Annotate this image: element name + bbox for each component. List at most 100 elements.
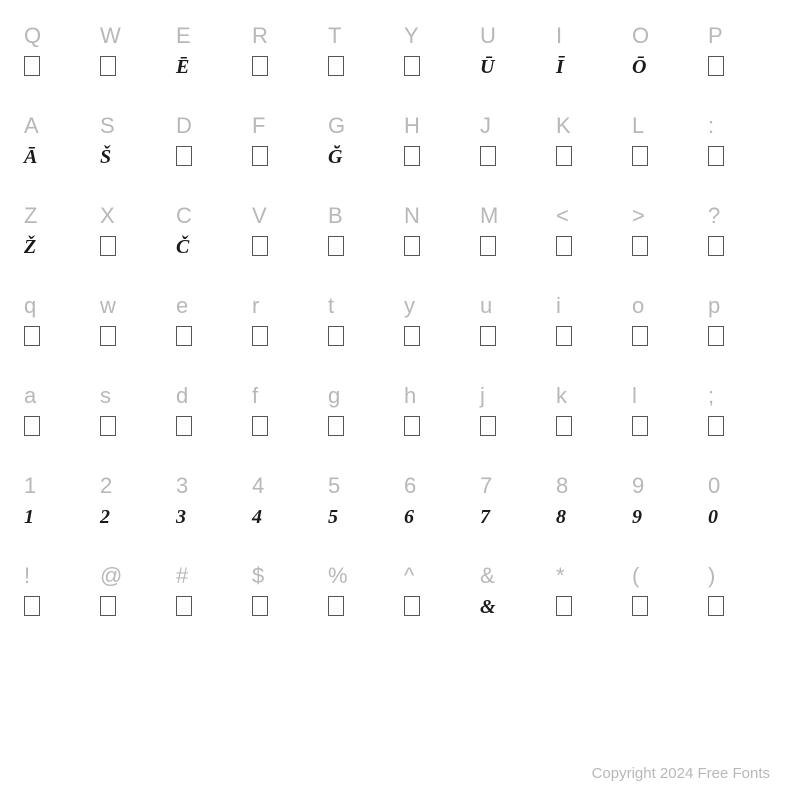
char-cell: OŌ bbox=[628, 20, 704, 110]
key-label: u bbox=[480, 290, 492, 322]
key-label: Q bbox=[24, 20, 41, 52]
key-label: K bbox=[556, 110, 571, 142]
missing-glyph-box bbox=[252, 326, 268, 346]
char-cell: f bbox=[248, 380, 324, 470]
char-cell: N bbox=[400, 200, 476, 290]
char-cell: 77 bbox=[476, 470, 552, 560]
key-label: W bbox=[100, 20, 121, 52]
key-label: ! bbox=[24, 560, 30, 592]
char-cell: @ bbox=[96, 560, 172, 650]
key-label: f bbox=[252, 380, 258, 412]
missing-glyph-box bbox=[708, 146, 724, 166]
char-cell: g bbox=[324, 380, 400, 470]
key-label: < bbox=[556, 200, 569, 232]
char-cell: i bbox=[552, 290, 628, 380]
key-label: @ bbox=[100, 560, 122, 592]
char-cell: j bbox=[476, 380, 552, 470]
key-label: a bbox=[24, 380, 36, 412]
char-cell: D bbox=[172, 110, 248, 200]
missing-glyph-box bbox=[632, 236, 648, 256]
key-label: B bbox=[328, 200, 343, 232]
char-cell: V bbox=[248, 200, 324, 290]
char-cell: s bbox=[96, 380, 172, 470]
char-cell: X bbox=[96, 200, 172, 290]
char-cell: P bbox=[704, 20, 780, 110]
key-label: R bbox=[252, 20, 268, 52]
char-cell: Q bbox=[20, 20, 96, 110]
char-cell: 88 bbox=[552, 470, 628, 560]
key-label: X bbox=[100, 200, 115, 232]
glyph-sample: 1 bbox=[24, 502, 34, 532]
glyph-sample: 5 bbox=[328, 502, 338, 532]
char-cell: EĒ bbox=[172, 20, 248, 110]
char-cell: W bbox=[96, 20, 172, 110]
key-label: q bbox=[24, 290, 36, 322]
char-cell: SŠ bbox=[96, 110, 172, 200]
char-cell: 22 bbox=[96, 470, 172, 560]
glyph-sample: Š bbox=[100, 142, 111, 172]
missing-glyph-box bbox=[100, 596, 116, 616]
missing-glyph-box bbox=[404, 596, 420, 616]
key-label: ^ bbox=[404, 560, 414, 592]
glyph-sample: Ū bbox=[480, 52, 494, 82]
key-label: N bbox=[404, 200, 420, 232]
glyph-sample: 9 bbox=[632, 502, 642, 532]
key-label: : bbox=[708, 110, 714, 142]
key-label: Y bbox=[404, 20, 419, 52]
key-label: e bbox=[176, 290, 188, 322]
glyph-sample: Ā bbox=[24, 142, 37, 172]
key-label: $ bbox=[252, 560, 264, 592]
key-label: t bbox=[328, 290, 334, 322]
key-label: o bbox=[632, 290, 644, 322]
missing-glyph-box bbox=[480, 416, 496, 436]
char-cell: q bbox=[20, 290, 96, 380]
glyph-sample: 4 bbox=[252, 502, 262, 532]
char-cell: UŪ bbox=[476, 20, 552, 110]
key-label: S bbox=[100, 110, 115, 142]
key-label: p bbox=[708, 290, 720, 322]
key-label: 7 bbox=[480, 470, 492, 502]
missing-glyph-box bbox=[100, 326, 116, 346]
char-cell: && bbox=[476, 560, 552, 650]
missing-glyph-box bbox=[252, 416, 268, 436]
char-cell: r bbox=[248, 290, 324, 380]
glyph-sample: 6 bbox=[404, 502, 414, 532]
missing-glyph-box bbox=[176, 416, 192, 436]
missing-glyph-box bbox=[708, 596, 724, 616]
missing-glyph-box bbox=[24, 416, 40, 436]
key-label: T bbox=[328, 20, 341, 52]
key-label: D bbox=[176, 110, 192, 142]
char-cell: w bbox=[96, 290, 172, 380]
glyph-sample: Ō bbox=[632, 52, 646, 82]
char-cell: : bbox=[704, 110, 780, 200]
key-label: M bbox=[480, 200, 498, 232]
key-label: ; bbox=[708, 380, 714, 412]
key-label: H bbox=[404, 110, 420, 142]
char-cell: t bbox=[324, 290, 400, 380]
char-cell: R bbox=[248, 20, 324, 110]
char-cell: CČ bbox=[172, 200, 248, 290]
char-cell: L bbox=[628, 110, 704, 200]
char-cell: p bbox=[704, 290, 780, 380]
key-label: U bbox=[480, 20, 496, 52]
glyph-sample: 7 bbox=[480, 502, 490, 532]
missing-glyph-box bbox=[708, 236, 724, 256]
missing-glyph-box bbox=[632, 146, 648, 166]
char-cell: M bbox=[476, 200, 552, 290]
key-label: I bbox=[556, 20, 562, 52]
char-cell: o bbox=[628, 290, 704, 380]
char-cell: l bbox=[628, 380, 704, 470]
char-cell: ? bbox=[704, 200, 780, 290]
char-cell: 33 bbox=[172, 470, 248, 560]
key-label: C bbox=[176, 200, 192, 232]
key-label: # bbox=[176, 560, 188, 592]
key-label: j bbox=[480, 380, 485, 412]
missing-glyph-box bbox=[24, 326, 40, 346]
key-label: V bbox=[252, 200, 267, 232]
char-cell: ( bbox=[628, 560, 704, 650]
key-label: y bbox=[404, 290, 415, 322]
char-cell: Y bbox=[400, 20, 476, 110]
missing-glyph-box bbox=[632, 596, 648, 616]
key-label: w bbox=[100, 290, 116, 322]
key-label: F bbox=[252, 110, 265, 142]
